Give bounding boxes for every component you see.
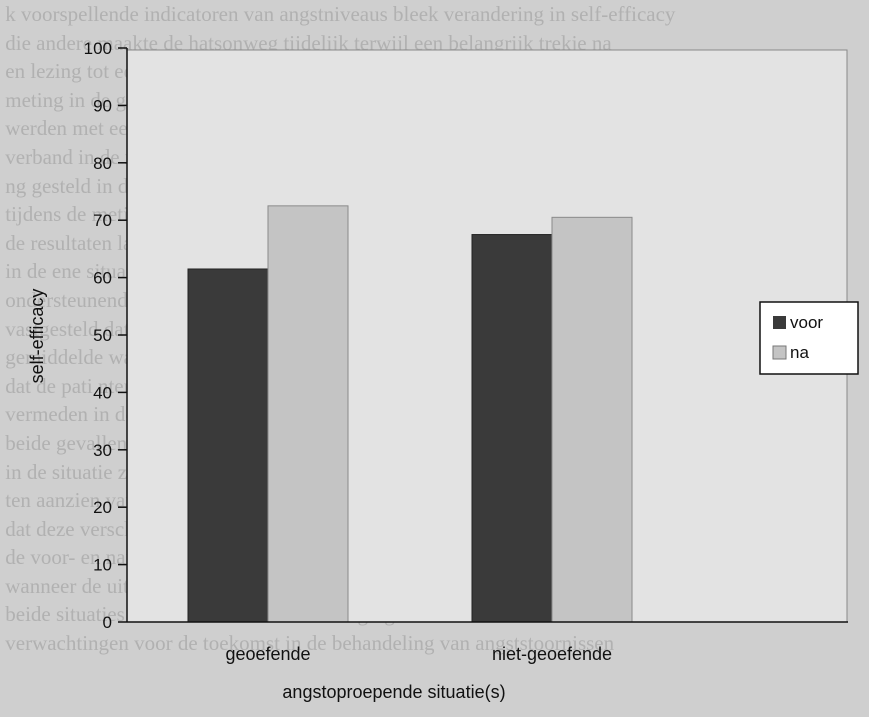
x-tick-label-geoefende: geoefende: [225, 644, 310, 664]
bar-voor-niet-geoefende: [471, 234, 553, 623]
y-tick-label: 10: [93, 556, 112, 575]
bar-na-niet-geoefende: [551, 216, 633, 623]
legend-box: [759, 301, 859, 375]
legend-swatch-voor: [773, 316, 786, 329]
legend: voor na: [759, 301, 859, 375]
x-ticks-group: geoefende niet-geoefende: [225, 644, 612, 664]
y-ticks-group: 0 10 20 30 40 50 60 70 80 90 100: [84, 39, 127, 632]
legend-label-na: na: [790, 343, 809, 362]
y-tick-label: 30: [93, 441, 112, 460]
y-tick-label: 40: [93, 383, 112, 402]
y-tick-label: 60: [93, 269, 112, 288]
y-tick-label: 70: [93, 211, 112, 230]
x-tick-label-niet-geoefende: niet-geoefende: [492, 644, 612, 664]
legend-swatch-na: [772, 345, 787, 360]
y-tick-label: 90: [93, 96, 112, 115]
bar-voor-geoefende: [187, 268, 269, 623]
legend-label-voor: voor: [790, 313, 823, 332]
bars-group: [187, 205, 633, 623]
y-tick-label: 20: [93, 498, 112, 517]
y-tick-label: 80: [93, 154, 112, 173]
x-axis-label: angstoproepende situatie(s): [282, 682, 505, 702]
y-tick-label: 0: [103, 613, 112, 632]
y-tick-label: 100: [84, 39, 112, 58]
bar-na-geoefende: [267, 205, 349, 623]
y-tick-label: 50: [93, 326, 112, 345]
y-axis-label: self-efficacy: [27, 289, 47, 384]
